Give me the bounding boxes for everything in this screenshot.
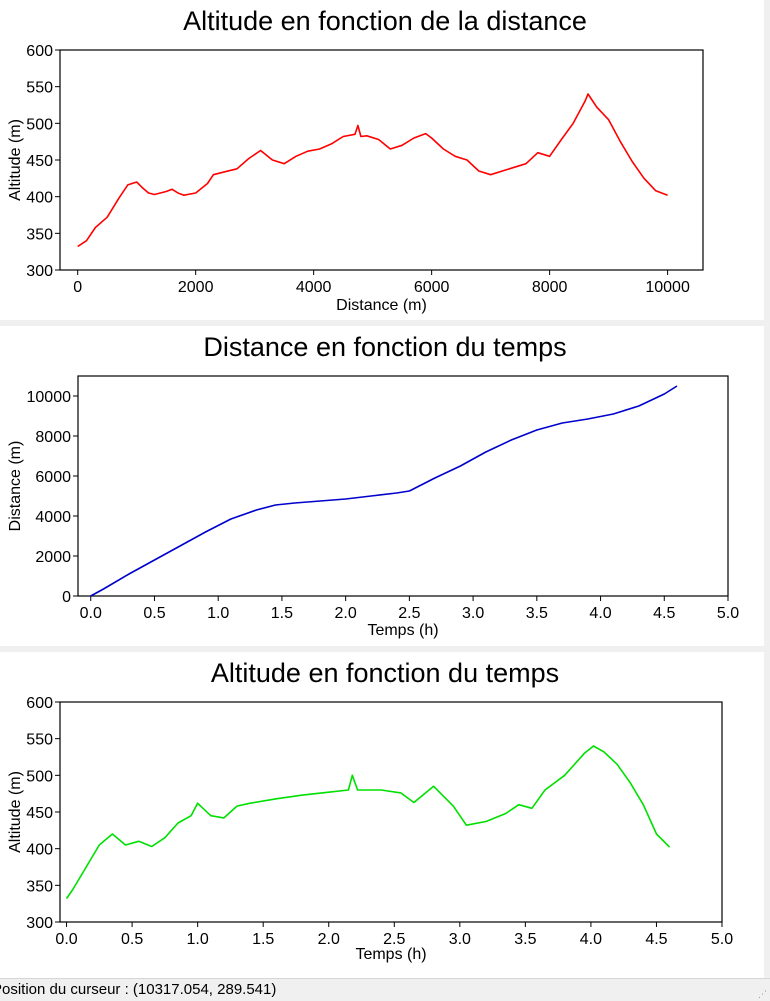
x-tick-label: 2000 — [178, 279, 214, 296]
y-tick-label: 300 — [26, 263, 53, 280]
y-tick-label: 400 — [26, 842, 53, 859]
y-tick-label: 4000 — [35, 509, 71, 526]
x-tick-label: 0.5 — [143, 605, 165, 622]
y-tick-label: 400 — [26, 190, 53, 207]
x-axis-label: Temps (h) — [355, 946, 426, 963]
x-tick-label: 2.0 — [335, 605, 357, 622]
y-tick-label: 8000 — [35, 429, 71, 446]
x-tick-label: 0.0 — [80, 605, 102, 622]
y-tick-label: 500 — [26, 768, 53, 785]
chart-title: Altitude en fonction du temps — [210, 658, 560, 688]
y-axis-label: Altitude (m) — [7, 771, 24, 853]
x-tick-label: 3.5 — [514, 931, 536, 948]
x-tick-label: 0.5 — [121, 931, 143, 948]
series-line — [65, 745, 671, 899]
x-tick-label: 4000 — [296, 279, 332, 296]
x-tick-label: 4.0 — [580, 931, 602, 948]
x-tick-label: 2.5 — [383, 931, 405, 948]
y-axis-label: Altitude (m) — [7, 119, 24, 201]
x-tick-label: 5.0 — [717, 605, 739, 622]
plot-area — [59, 49, 704, 271]
x-tick-label: 4.5 — [653, 605, 675, 622]
x-tick-label: 8000 — [532, 279, 568, 296]
y-tick-label: 6000 — [35, 469, 71, 486]
y-tick-label: 450 — [26, 153, 53, 170]
x-tick-label: 1.0 — [207, 605, 229, 622]
chart-panel-altitude-distance: Altitude en fonction de la distance 0 200… — [0, 0, 770, 320]
chart-altitude-distance[interactable]: 0 2000 4000 6000 8000 10000 300 350 400 450 500 550… — [0, 0, 770, 320]
x-tick-label: 4.5 — [645, 931, 667, 948]
y-tick-label: 450 — [26, 805, 53, 822]
y-tick-label: 10000 — [27, 389, 72, 406]
x-tick-label: 1.5 — [252, 931, 274, 948]
chart-distance-time[interactable]: 0.0 0.5 1.0 1.5 2.0 2.5 3.0 3.5 4.0 4.5 5.0 0 2000 40… — [0, 326, 770, 646]
cursor-position-text: Position du curseur : (10317.054, 289.54… — [0, 981, 277, 998]
panel-separator — [0, 320, 770, 326]
x-tick-label: 2.0 — [318, 931, 340, 948]
y-tick-label: 2000 — [35, 549, 71, 566]
series-line — [77, 93, 668, 248]
x-tick-label: 2.5 — [398, 605, 420, 622]
plot-area — [77, 375, 729, 597]
y-tick-label: 350 — [26, 226, 53, 243]
x-tick-label: 1.5 — [271, 605, 293, 622]
x-tick-label: 5.0 — [711, 931, 733, 948]
x-tick-label: 0 — [73, 279, 82, 296]
y-tick-label: 550 — [26, 732, 53, 749]
panel-separator — [0, 646, 770, 652]
x-tick-label: 0.0 — [55, 931, 77, 948]
y-tick-label: 550 — [26, 80, 53, 97]
y-tick-label: 600 — [26, 695, 53, 712]
chart-panel-distance-time: Distance en fonction du temps 0.0 0.5 1.0 1… — [0, 326, 770, 646]
x-axis-label: Distance (m) — [336, 297, 427, 314]
y-tick-label: 300 — [26, 915, 53, 932]
y-axis-label: Distance (m) — [7, 441, 24, 532]
resize-grip-icon[interactable]: ⋰ — [758, 989, 767, 999]
y-tick-label: 350 — [26, 878, 53, 895]
x-tick-label: 6000 — [414, 279, 450, 296]
x-tick-label: 3.0 — [462, 605, 484, 622]
chart-title: Distance en fonction du temps — [203, 332, 567, 362]
plot-area — [59, 701, 723, 923]
x-axis-label: Temps (h) — [367, 622, 438, 639]
x-tick-label: 10000 — [645, 279, 690, 296]
y-tick-label: 600 — [26, 43, 53, 60]
x-tick-label: 1.0 — [187, 931, 209, 948]
chart-panel-altitude-time: Altitude en fonction du temps 0.0 0.5 1.0 1… — [0, 652, 770, 978]
window-edge — [764, 0, 770, 978]
x-tick-label: 3.0 — [449, 931, 471, 948]
y-tick-label: 0 — [62, 589, 71, 606]
status-bar: Position du curseur : (10317.054, 289.54… — [0, 978, 770, 1001]
chart-title: Altitude en fonction de la distance — [183, 6, 587, 36]
series-line — [90, 385, 678, 597]
x-tick-label: 3.5 — [526, 605, 548, 622]
y-tick-label: 500 — [26, 116, 53, 133]
chart-altitude-time[interactable]: 0.0 0.5 1.0 1.5 2.0 2.5 3.0 3.5 4.0 4.5 5.0 300 350 4… — [0, 652, 770, 978]
x-tick-label: 4.0 — [589, 605, 611, 622]
